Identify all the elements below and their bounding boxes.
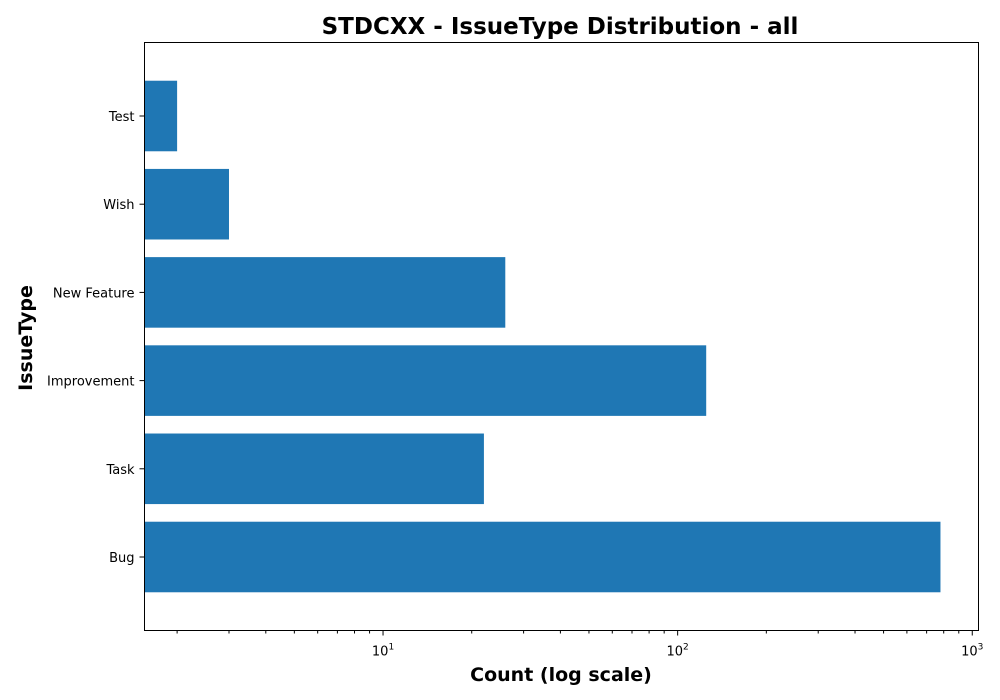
x-axis-label: Count (log scale) <box>470 664 652 686</box>
y-tick-label: Improvement <box>47 375 134 390</box>
bar-new-feature <box>144 257 506 328</box>
bar-task <box>144 433 484 505</box>
bar-bug <box>144 521 941 593</box>
y-tick-label: Test <box>108 110 135 125</box>
x-tick-label: 101 <box>372 643 394 660</box>
bars-group <box>144 80 941 593</box>
x-tick-label: 103 <box>961 643 983 660</box>
bar-test <box>144 80 178 152</box>
y-tick-label: Task <box>105 463 135 478</box>
y-axis-label: IssueType <box>15 285 37 391</box>
y-tick-label: Bug <box>109 551 134 566</box>
x-tick-label: 102 <box>667 643 689 660</box>
y-axis-ticks: Bug Task Improvement New Feature Wish Test <box>47 110 145 566</box>
bar-wish <box>144 168 229 240</box>
chart-title: STDCXX - IssueType Distribution - all <box>322 14 799 40</box>
x-axis-ticks: 101 102 103 <box>176 630 983 660</box>
y-tick-label: New Feature <box>53 286 135 301</box>
bar-improvement <box>144 345 707 416</box>
plot-frame <box>144 42 979 631</box>
y-tick-label: Wish <box>103 198 134 213</box>
